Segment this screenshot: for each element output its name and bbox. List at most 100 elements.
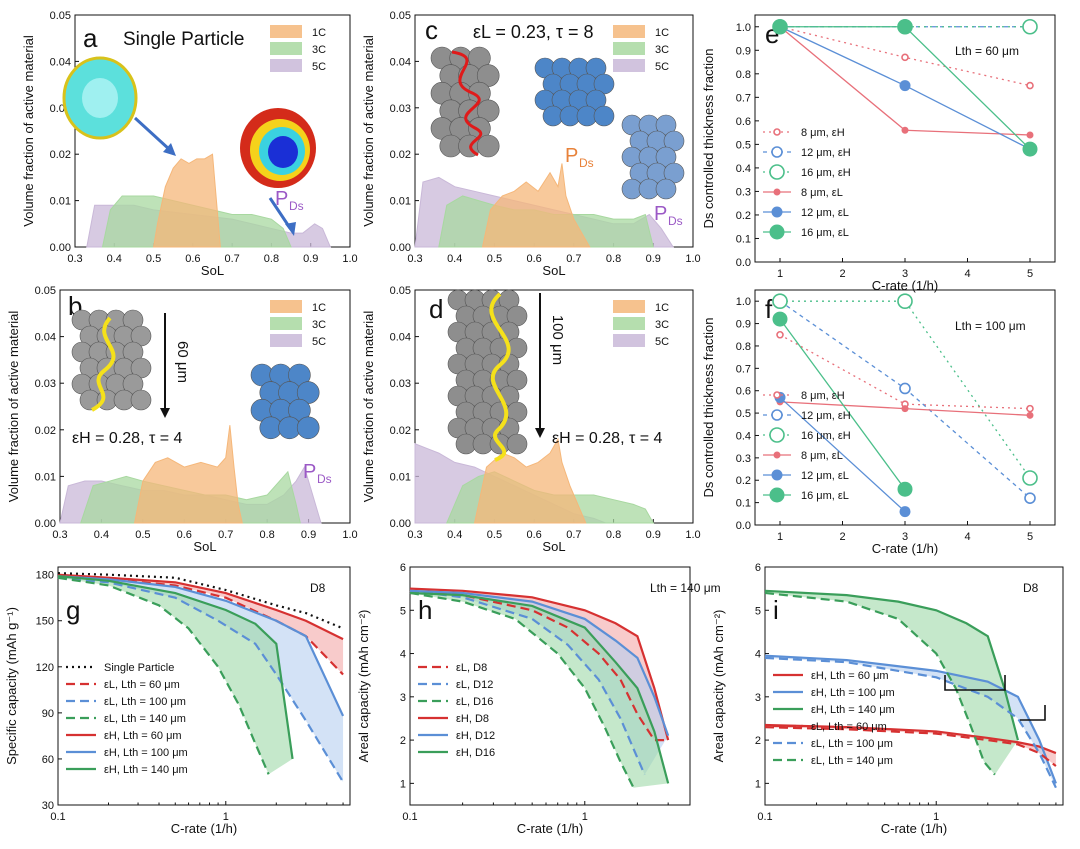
legend-label: εH, D12	[456, 730, 495, 742]
y-tick-label: 2	[755, 735, 761, 747]
y-axis-label: Volume fraction of active material	[361, 311, 376, 503]
panel-e: 1 2 3 4 5 0.0 0.1 0.2 0.3 0.4 0.5 0.6 0.7 0.8 0.9 1.0 C-…	[701, 14, 1056, 293]
legend-label: εH, Lth = 100 μm	[811, 687, 895, 699]
pds-label-sub: Ds	[668, 214, 683, 228]
data-point	[772, 293, 788, 309]
y-tick-label: 0.01	[390, 196, 411, 208]
legend-label: εH, Lth = 140 μm	[811, 704, 895, 716]
data-point	[897, 481, 913, 497]
area-1C	[152, 153, 221, 248]
legend-label: εH, D8	[456, 713, 489, 725]
y-tick-label: 0.02	[390, 149, 411, 161]
legend-marker	[771, 146, 783, 158]
y-tick-label: 0.04	[390, 56, 411, 68]
x-axis-label: SoL	[193, 539, 216, 554]
legend-swatch	[613, 42, 645, 55]
y-tick-label: 1.0	[736, 22, 751, 34]
arrow-line	[133, 116, 172, 152]
arrow-head	[163, 143, 176, 156]
series-line-5	[764, 591, 996, 776]
x-tick-label: 3	[902, 531, 908, 543]
legend-label: 5C	[312, 336, 326, 348]
panel-label: h	[418, 595, 432, 625]
y-tick-label: 0.3	[736, 453, 751, 465]
area-1C	[133, 425, 243, 524]
series-line-4	[409, 589, 670, 737]
thickness-label: 60 μm	[174, 341, 191, 383]
legend-marker	[771, 469, 783, 481]
parameter-label: εH = 0.28, τ = 4	[552, 430, 663, 447]
series-line-1	[409, 589, 646, 776]
x-axis-label: C-rate (1/h)	[872, 278, 938, 293]
y-tick-label: 0.00	[390, 518, 411, 530]
x-tick-label: 5	[1027, 531, 1033, 543]
arrow-head	[285, 222, 296, 236]
panel-label: c	[425, 15, 438, 45]
x-tick-label: 0.3	[52, 529, 67, 541]
y-tick-label: 0.01	[50, 196, 71, 208]
y-tick-label: 4	[755, 649, 761, 661]
legend-label: 3C	[655, 319, 669, 331]
series-line-1	[57, 576, 344, 783]
y-tick-label: 0.7	[736, 92, 751, 104]
legend-marker	[773, 188, 781, 196]
y-tick-label: 0.05	[35, 285, 56, 297]
y-tick-label: 6	[400, 562, 406, 574]
legend-label: 16 μm, εH	[801, 167, 851, 179]
data-point	[901, 405, 909, 413]
pds-label: P	[275, 188, 288, 210]
y-tick-label: 0.2	[736, 210, 751, 222]
legend-marker	[769, 487, 785, 503]
legend-swatch	[270, 300, 302, 313]
x-axis-label: SoL	[542, 263, 565, 278]
pds-label-sub: Ds	[579, 156, 594, 170]
x-tick-label: 1.0	[685, 253, 700, 265]
legend-label: 3C	[655, 44, 669, 56]
legend-marker	[769, 427, 785, 443]
panel-label: d	[429, 294, 443, 324]
legend-label: εH, Lth = 60 μm	[104, 730, 182, 742]
y-axis-label: Specific capacity (mAh g⁻¹)	[4, 607, 19, 765]
data-point	[899, 80, 911, 92]
data-point	[1022, 141, 1038, 157]
pds-label-sub: Ds	[289, 199, 304, 213]
panel-h: 0.1 1 1 2 3 4 5 6 C-rate (1/h) Areal capacity (mA…	[356, 562, 721, 836]
series-line-6	[57, 572, 344, 630]
panel-f: 1 2 3 4 5 0.0 0.1 0.2 0.3 0.4 0.5 0.6 0.7 0.8 0.9 1.0 C-…	[701, 289, 1056, 556]
y-tick-label: 5	[755, 605, 761, 617]
x-tick-label: 0.1	[757, 811, 772, 823]
data-point	[1022, 470, 1038, 486]
legend-swatch	[270, 59, 302, 72]
series-line-5	[57, 575, 294, 760]
legend-label: 3C	[312, 319, 326, 331]
y-tick-label: 180	[36, 570, 54, 582]
arrow-line	[268, 197, 292, 229]
sphere	[655, 178, 677, 200]
particle-gradient-core	[268, 136, 298, 168]
plot-frame	[764, 566, 1064, 806]
series-line-2	[409, 591, 635, 789]
y-tick-label: 0.6	[736, 386, 751, 398]
shaded-band-2	[58, 576, 293, 775]
y-tick-label: 0.02	[35, 425, 56, 437]
legend-label: 3C	[312, 44, 326, 56]
panel-label: i	[773, 595, 779, 625]
transport-path	[90, 316, 116, 412]
legend-label: εL, Lth = 100 μm	[104, 696, 186, 708]
plot-frame	[409, 566, 691, 806]
x-tick-label: 0.6	[185, 253, 200, 265]
x-tick-label: 2	[839, 268, 845, 280]
series-line-4	[764, 656, 1057, 789]
x-tick-label: 2	[839, 531, 845, 543]
panel-title: D8	[310, 581, 326, 595]
legend-label: 1C	[655, 302, 669, 314]
x-axis-label: C-rate (1/h)	[881, 821, 947, 836]
legend-label: 12 μm, εL	[801, 470, 849, 482]
thickness-arrow-head	[160, 408, 170, 418]
parameter-label: εH = 0.28, τ = 4	[72, 430, 183, 447]
pds-label: P	[565, 145, 578, 167]
legend-label: εL, Lth = 60 μm	[104, 679, 180, 691]
x-tick-label: 0.8	[606, 253, 621, 265]
x-tick-label: 0.9	[646, 529, 661, 541]
shaded-band-2	[410, 592, 669, 788]
